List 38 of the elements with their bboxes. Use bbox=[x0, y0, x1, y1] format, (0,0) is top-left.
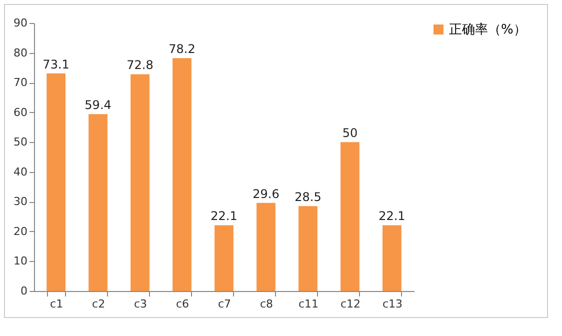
y-tick-label: 0 bbox=[20, 284, 28, 298]
legend-label: 正确率（%） bbox=[449, 22, 526, 38]
bar bbox=[256, 202, 276, 291]
data-label: 29.6 bbox=[252, 186, 280, 201]
data-label: 22.1 bbox=[210, 209, 238, 224]
bar bbox=[382, 225, 402, 291]
bar bbox=[130, 74, 150, 291]
bar bbox=[88, 114, 108, 291]
data-label: 73.1 bbox=[42, 57, 70, 72]
data-label: 22.1 bbox=[378, 209, 406, 224]
data-label: 59.4 bbox=[84, 98, 112, 112]
data-label: 50 bbox=[342, 126, 358, 140]
y-tick-label: 20 bbox=[14, 224, 28, 238]
y-tick-label: 30 bbox=[14, 195, 28, 208]
bar bbox=[214, 225, 234, 291]
y-tick-label: 40 bbox=[14, 165, 28, 178]
y-tick-label: 10 bbox=[14, 254, 28, 268]
bar bbox=[340, 142, 360, 291]
y-tick-label: 90 bbox=[14, 16, 28, 30]
data-label: 28.5 bbox=[294, 190, 322, 204]
bar bbox=[46, 73, 66, 291]
x-tick-label: c6 bbox=[176, 298, 190, 310]
y-tick-label: 70 bbox=[14, 76, 28, 90]
bar bbox=[298, 206, 318, 291]
x-tick-label: c1 bbox=[50, 298, 64, 310]
data-label: 72.8 bbox=[126, 58, 154, 72]
data-label: 78.2 bbox=[168, 42, 196, 56]
x-tick-label: c2 bbox=[92, 298, 106, 310]
x-tick-label: c13 bbox=[382, 298, 402, 310]
x-tick-label: c3 bbox=[134, 298, 148, 310]
x-tick-label: c12 bbox=[340, 298, 360, 310]
x-tick-label: c8 bbox=[260, 298, 274, 310]
y-tick-label: 50 bbox=[14, 136, 28, 149]
y-tick-label: 80 bbox=[14, 46, 28, 60]
y-tick-label: 60 bbox=[14, 106, 28, 119]
x-tick-label: c11 bbox=[298, 298, 318, 310]
x-tick-label: c7 bbox=[218, 298, 232, 310]
bar bbox=[172, 58, 192, 291]
